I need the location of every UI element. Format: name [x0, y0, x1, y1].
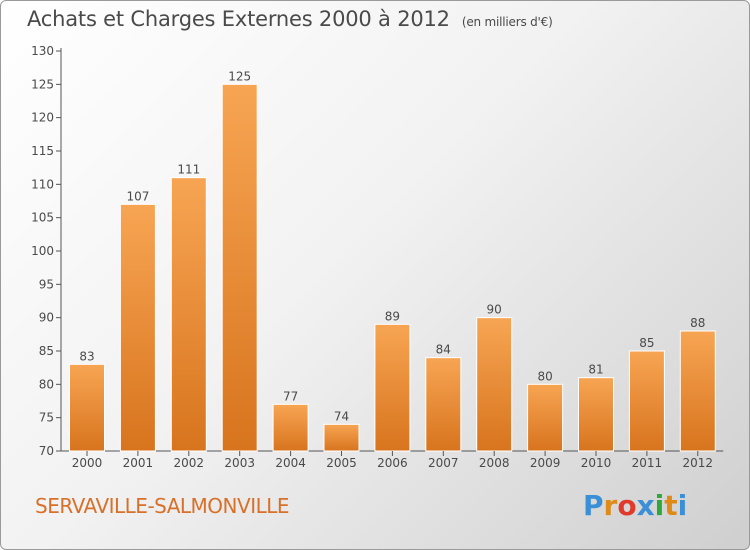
bar-value-label: 89: [385, 309, 400, 323]
logo-letter: o: [617, 489, 637, 522]
bar-value-label: 85: [639, 336, 654, 350]
y-tick-label: 110: [31, 177, 54, 191]
bar-value-label: 81: [588, 363, 603, 377]
bar: [679, 330, 716, 452]
y-tick-label: 115: [31, 144, 54, 158]
y-tick-label: 90: [39, 311, 54, 325]
bar: [69, 363, 105, 452]
x-tick-label: 2000: [72, 456, 103, 470]
y-tick-label: 100: [31, 244, 54, 258]
bar-value-label: 125: [228, 69, 251, 83]
x-tick-label: 2011: [632, 456, 663, 470]
y-tick-label: 130: [31, 44, 54, 58]
bar-value-label: 83: [79, 349, 94, 363]
bar-value-label: 107: [126, 189, 149, 203]
logo-letter: i: [677, 489, 688, 522]
y-tick-label: 125: [31, 77, 54, 91]
bar: [323, 423, 360, 452]
bar: [578, 377, 614, 452]
x-tick-label: 2007: [428, 456, 459, 470]
logo-letter: r: [603, 489, 618, 522]
bar-value-label: 74: [334, 409, 349, 423]
bar: [221, 83, 258, 452]
commune-name: SERVAVILLE-SALMONVILLE: [35, 494, 290, 518]
bar-value-label: 80: [537, 369, 552, 383]
x-tick-label: 2005: [326, 456, 357, 470]
y-tick-label: 70: [39, 444, 54, 458]
x-tick-label: 2001: [123, 456, 154, 470]
bar-value-label: 77: [283, 389, 298, 403]
y-tick-label: 75: [39, 411, 54, 425]
x-tick-label: 2002: [174, 456, 205, 470]
bar: [272, 403, 309, 452]
bar: [628, 350, 665, 452]
chart-title: Achats et Charges Externes 2000 à 2012 (e…: [27, 7, 553, 31]
logo-letter: i: [654, 489, 665, 522]
y-tick-label: 120: [31, 111, 54, 125]
bar-value-label: 88: [690, 316, 705, 330]
logo-letter: t: [664, 489, 678, 522]
chart-unit: (en milliers d'€): [461, 15, 553, 29]
x-tick-label: 2009: [530, 456, 561, 470]
x-tick-label: 2010: [581, 456, 612, 470]
bar-value-label: 90: [487, 303, 502, 317]
y-tick-label: 105: [31, 211, 54, 225]
bar: [119, 203, 156, 452]
bar: [476, 317, 513, 452]
y-tick-label: 80: [39, 377, 54, 391]
chart-title-text: Achats et Charges Externes 2000 à 2012: [27, 7, 450, 31]
logo-letter: x: [636, 489, 655, 522]
bar-value-label: 111: [177, 163, 200, 177]
bar: [170, 177, 207, 452]
bar: [527, 383, 564, 452]
x-tick-label: 2012: [683, 456, 714, 470]
bar: [425, 357, 462, 452]
logo-letter: P: [583, 489, 604, 522]
x-tick-label: 2003: [224, 456, 255, 470]
bar: [374, 323, 411, 452]
x-tick-label: 2006: [377, 456, 408, 470]
y-tick-label: 85: [39, 344, 54, 358]
bar-value-label: 84: [436, 343, 451, 357]
y-tick-label: 95: [39, 277, 54, 291]
proxiti-logo: Proxiti: [583, 489, 687, 522]
x-tick-label: 2008: [479, 456, 510, 470]
x-tick-label: 2004: [275, 456, 306, 470]
